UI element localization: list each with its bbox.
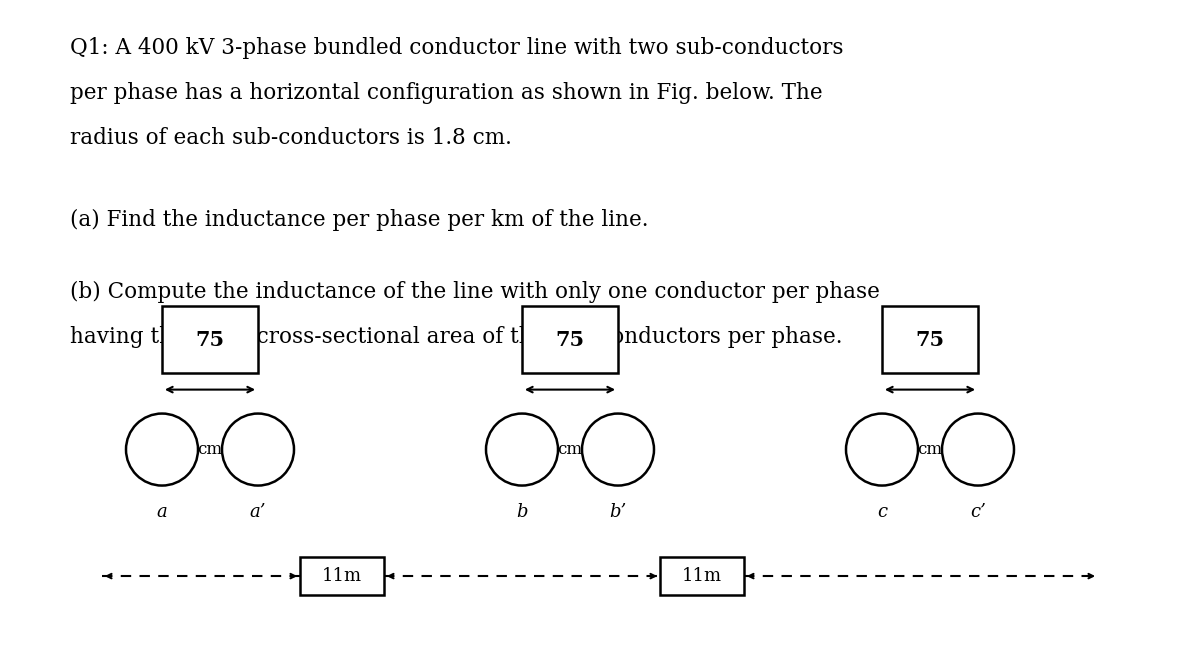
Text: c: c xyxy=(877,503,887,521)
Text: a’: a’ xyxy=(250,503,266,521)
FancyBboxPatch shape xyxy=(300,557,384,595)
Text: (b) Compute the inductance of the line with only one conductor per phase: (b) Compute the inductance of the line w… xyxy=(70,281,880,303)
Text: 75: 75 xyxy=(556,330,584,350)
Text: 11m: 11m xyxy=(322,567,362,585)
Text: 75: 75 xyxy=(916,330,944,350)
FancyBboxPatch shape xyxy=(162,306,258,373)
Text: cm: cm xyxy=(918,441,942,458)
Text: radius of each sub-conductors is 1.8 cm.: radius of each sub-conductors is 1.8 cm. xyxy=(70,127,511,149)
Text: 11m: 11m xyxy=(682,567,722,585)
Text: b’: b’ xyxy=(610,503,626,521)
Text: c’: c’ xyxy=(970,503,986,521)
Text: a: a xyxy=(157,503,167,521)
Text: per phase has a horizontal configuration as shown in Fig. below. The: per phase has a horizontal configuration… xyxy=(70,82,822,104)
Text: having the same cross-sectional area of the two conductors per phase.: having the same cross-sectional area of … xyxy=(70,326,842,348)
Text: cm: cm xyxy=(198,441,222,458)
Text: b: b xyxy=(516,503,528,521)
Text: 75: 75 xyxy=(196,330,224,350)
FancyBboxPatch shape xyxy=(522,306,618,373)
FancyBboxPatch shape xyxy=(882,306,978,373)
Text: (a) Find the inductance per phase per km of the line.: (a) Find the inductance per phase per km… xyxy=(70,209,648,231)
Text: Q1: A 400 kV 3-phase bundled conductor line with two sub-conductors: Q1: A 400 kV 3-phase bundled conductor l… xyxy=(70,37,844,59)
FancyBboxPatch shape xyxy=(660,557,744,595)
Text: cm: cm xyxy=(558,441,582,458)
